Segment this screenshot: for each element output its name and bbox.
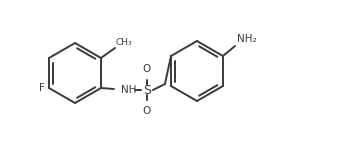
Text: NH: NH	[121, 85, 136, 95]
Text: O: O	[143, 106, 151, 116]
Text: S: S	[143, 84, 151, 96]
Text: O: O	[143, 64, 151, 74]
Text: NH₂: NH₂	[237, 34, 256, 44]
Text: F: F	[39, 83, 45, 93]
Text: CH₃: CH₃	[116, 38, 133, 47]
